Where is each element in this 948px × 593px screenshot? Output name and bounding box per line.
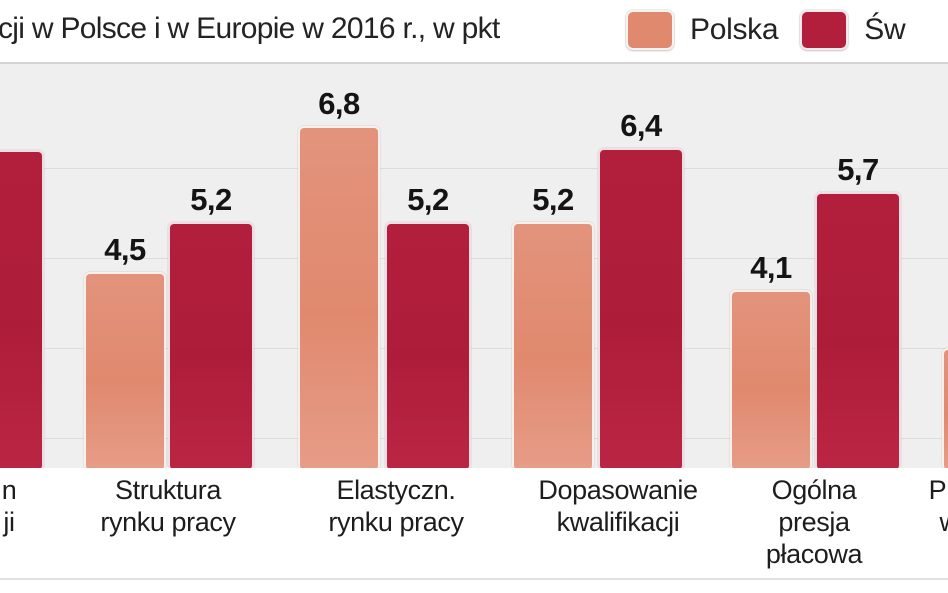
- bar-cat3-polska[interactable]: [512, 222, 594, 468]
- xlabel-line: rynku pracy: [328, 507, 464, 537]
- legend-swatch-icon: [800, 10, 849, 50]
- xlabel-line: rynku pracy: [100, 507, 236, 537]
- xlabel-line: presja: [778, 507, 850, 537]
- xlabel-line: kwalifikacji: [556, 507, 680, 537]
- chart-header: cji w Polsce i w Europie w 2016 r., w pk…: [0, 0, 948, 62]
- xlabel-line: Struktura: [115, 475, 221, 505]
- xlabel-line: ji: [3, 507, 15, 537]
- legend-item-0[interactable]: Polska: [626, 10, 800, 50]
- bottom-strip: [0, 580, 948, 593]
- chart-legend: Polska Św: [626, 8, 927, 52]
- xlabel-cat5: Prew: [894, 474, 948, 538]
- plot-area: 4,5 5,2 6,8 5,2 5,2 6,4 4,1 5,7: [0, 62, 948, 468]
- bar-cat1-polska[interactable]: [84, 272, 166, 468]
- bar-cat3-polska-value: 5,2: [532, 182, 574, 217]
- plot-top-border: [0, 62, 948, 64]
- legend-swatch-icon: [626, 10, 674, 50]
- xlabel-line: w: [894, 506, 948, 538]
- bar-cat1-swiat-value: 5,2: [190, 182, 232, 217]
- gridline-0: [0, 168, 948, 169]
- gridline-2: [0, 348, 948, 349]
- bar-cat2-polska[interactable]: [298, 126, 380, 468]
- xlabel-cat1: Struktura rynku pracy: [62, 474, 274, 538]
- xlabel-line: płacowa: [765, 539, 863, 569]
- bar-cat4-swiat[interactable]: [815, 192, 901, 468]
- xlabel-line: Elastyczn.: [336, 475, 456, 505]
- xlabel-cat2: Elastyczn. rynku pracy: [290, 474, 502, 538]
- legend-item-1[interactable]: Św: [800, 10, 927, 50]
- bar-cat3-swiat[interactable]: [598, 148, 684, 468]
- xlabel-cat0: n ji: [0, 474, 54, 538]
- xlabel-line: n: [1, 475, 17, 505]
- chart-title: cji w Polsce i w Europie w 2016 r., w pk…: [0, 12, 500, 45]
- bar-cat1-swiat[interactable]: [168, 222, 254, 468]
- x-axis-labels: n ji Struktura rynku pracy Elastyczn. rynku p…: [0, 468, 948, 578]
- bar-cat1-polska-value: 4,5: [104, 232, 146, 267]
- legend-label: Polska: [690, 13, 779, 46]
- bar-cat4-polska[interactable]: [730, 290, 812, 468]
- xlabel-line: Ogólna: [771, 475, 857, 505]
- bar-cat5-polska[interactable]: [942, 348, 948, 468]
- xlabel-cat3: Dopasowanie kwalifikacji: [502, 474, 734, 538]
- bar-cat0-swiat[interactable]: [0, 150, 44, 468]
- gridline-1: [0, 258, 948, 259]
- footer-divider: [0, 578, 948, 580]
- bar-cat2-swiat-value: 5,2: [407, 182, 449, 217]
- bars-group: 4,5 5,2 6,8 5,2 5,2 6,4 4,1 5,7: [0, 62, 948, 468]
- bar-cat4-swiat-value: 5,7: [837, 152, 879, 187]
- bar-cat2-swiat[interactable]: [385, 222, 471, 468]
- xlabel-cat4: Ogólna presja płacowa: [742, 474, 886, 570]
- xlabel-line: Pre: [928, 475, 948, 505]
- bar-cat3-swiat-value: 6,4: [620, 108, 662, 143]
- xlabel-line: Dopasowanie: [538, 475, 698, 505]
- bar-cat4-polska-value: 4,1: [750, 250, 792, 285]
- bar-cat2-polska-value: 6,8: [318, 86, 360, 121]
- gridline-3: [0, 438, 948, 439]
- legend-label: Św: [864, 13, 906, 46]
